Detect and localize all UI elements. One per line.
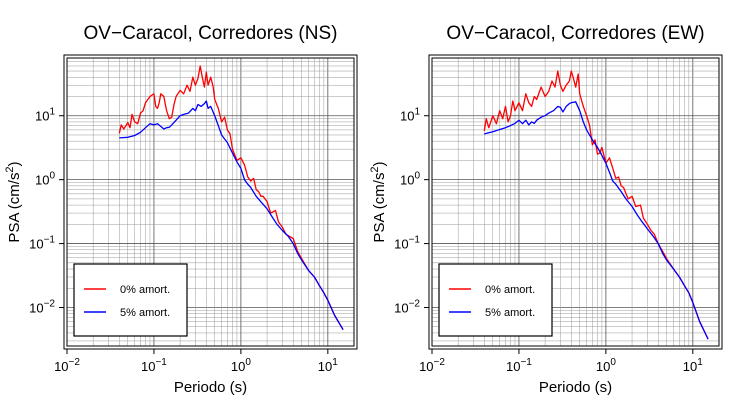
x-tick-base: 10: [683, 359, 697, 374]
y-tick-label: 10−2: [394, 299, 420, 316]
legend-label-0: 0% amort.: [120, 284, 170, 296]
plot-frame-outer: [63, 54, 358, 350]
x-tick-exp: −1: [520, 357, 532, 368]
legend-box: [438, 263, 553, 337]
x-tick-exp: −1: [155, 357, 167, 368]
x-tick-exp: 0: [245, 357, 251, 368]
y-tick-exp: −2: [409, 299, 421, 310]
legend: 0% amort. 5% amort.: [73, 263, 188, 337]
x-tick-label: 101: [318, 357, 338, 374]
y-tick-exp: 0: [414, 171, 420, 182]
x-tick-label: 100: [596, 357, 616, 374]
y-axis-label: PSA (cm/s2): [4, 161, 23, 242]
y-axis-label-text: PSA (cm/s: [371, 173, 388, 243]
chart-title: OV−Caracol, Corredores (EW): [446, 23, 704, 44]
y-axis-label-close: ): [371, 161, 388, 166]
y-tick-label: 100: [400, 171, 420, 188]
plot-frame: [431, 57, 720, 347]
y-axis-label: PSA (cm/s2): [369, 161, 388, 242]
x-tick-base: 10: [318, 359, 332, 374]
y-tick-label: 101: [35, 107, 55, 124]
x-tick-exp: 0: [610, 357, 616, 368]
x-tick-label: 10−2: [419, 357, 445, 374]
y-tick-label: 101: [400, 107, 420, 124]
chart-title: OV−Caracol, Corredores (NS): [84, 23, 338, 44]
series-line-1: [484, 101, 709, 340]
y-tick-label: 100: [35, 171, 55, 188]
y-tick-exp: 1: [49, 107, 55, 118]
x-tick-exp: 1: [332, 357, 338, 368]
x-tick-label: 101: [683, 357, 703, 374]
y-tick-base: 10: [35, 109, 49, 124]
y-tick-label: 10−1: [29, 235, 55, 252]
series-line-0: [118, 65, 344, 331]
x-tick-base: 10: [419, 359, 433, 374]
chart-0: 10−2 10−1 100 10110−210−1100101OV−Caracol, …: [4, 23, 358, 396]
legend-label-1: 5% amort.: [485, 307, 535, 319]
x-tick-label: 10−1: [141, 357, 167, 374]
x-tick-exp: −2: [434, 357, 446, 368]
chart-1: 10−2 10−1 100 10110−210−1100101OV−Caracol, …: [369, 23, 723, 396]
y-tick-base: 10: [394, 301, 408, 316]
y-tick-base: 10: [394, 237, 408, 252]
x-axis-label: Periodo (s): [174, 379, 247, 396]
x-tick-base: 10: [54, 359, 68, 374]
legend-label-0: 0% amort.: [485, 284, 535, 296]
y-tick-label: 10−1: [394, 235, 420, 252]
plot-frame: [66, 57, 355, 347]
plot-frame-outer: [428, 54, 723, 350]
y-tick-exp: 0: [49, 171, 55, 182]
legend-box: [73, 263, 188, 337]
series-line-0: [483, 70, 709, 340]
x-tick-base: 10: [596, 359, 610, 374]
legend-label-1: 5% amort.: [120, 307, 170, 319]
x-tick-label: 100: [231, 357, 251, 374]
y-axis-label-close: ): [6, 161, 23, 166]
x-tick-label: 10−1: [506, 357, 532, 374]
y-axis-label-sup: 2: [369, 166, 381, 172]
y-tick-label: 10−2: [29, 299, 55, 316]
y-axis-label-sup: 2: [4, 166, 16, 172]
x-tick-exp: −2: [69, 357, 81, 368]
x-axis-label: Periodo (s): [539, 379, 612, 396]
grid: [431, 57, 720, 346]
y-tick-base: 10: [29, 237, 43, 252]
x-tick-label: 10−2: [54, 357, 80, 374]
x-tick-base: 10: [141, 359, 155, 374]
y-tick-base: 10: [400, 173, 414, 188]
x-tick-exp: 1: [697, 357, 703, 368]
y-axis-label-text: PSA (cm/s: [6, 173, 23, 243]
y-tick-exp: −1: [409, 235, 421, 246]
y-tick-base: 10: [29, 301, 43, 316]
y-tick-exp: 1: [414, 107, 420, 118]
series-line-1: [119, 100, 344, 331]
y-tick-exp: −1: [44, 235, 56, 246]
x-tick-base: 10: [231, 359, 245, 374]
legend: 0% amort. 5% amort.: [438, 263, 553, 337]
x-tick-base: 10: [506, 359, 520, 374]
y-tick-base: 10: [400, 109, 414, 124]
y-tick-base: 10: [35, 173, 49, 188]
y-tick-exp: −2: [44, 299, 56, 310]
